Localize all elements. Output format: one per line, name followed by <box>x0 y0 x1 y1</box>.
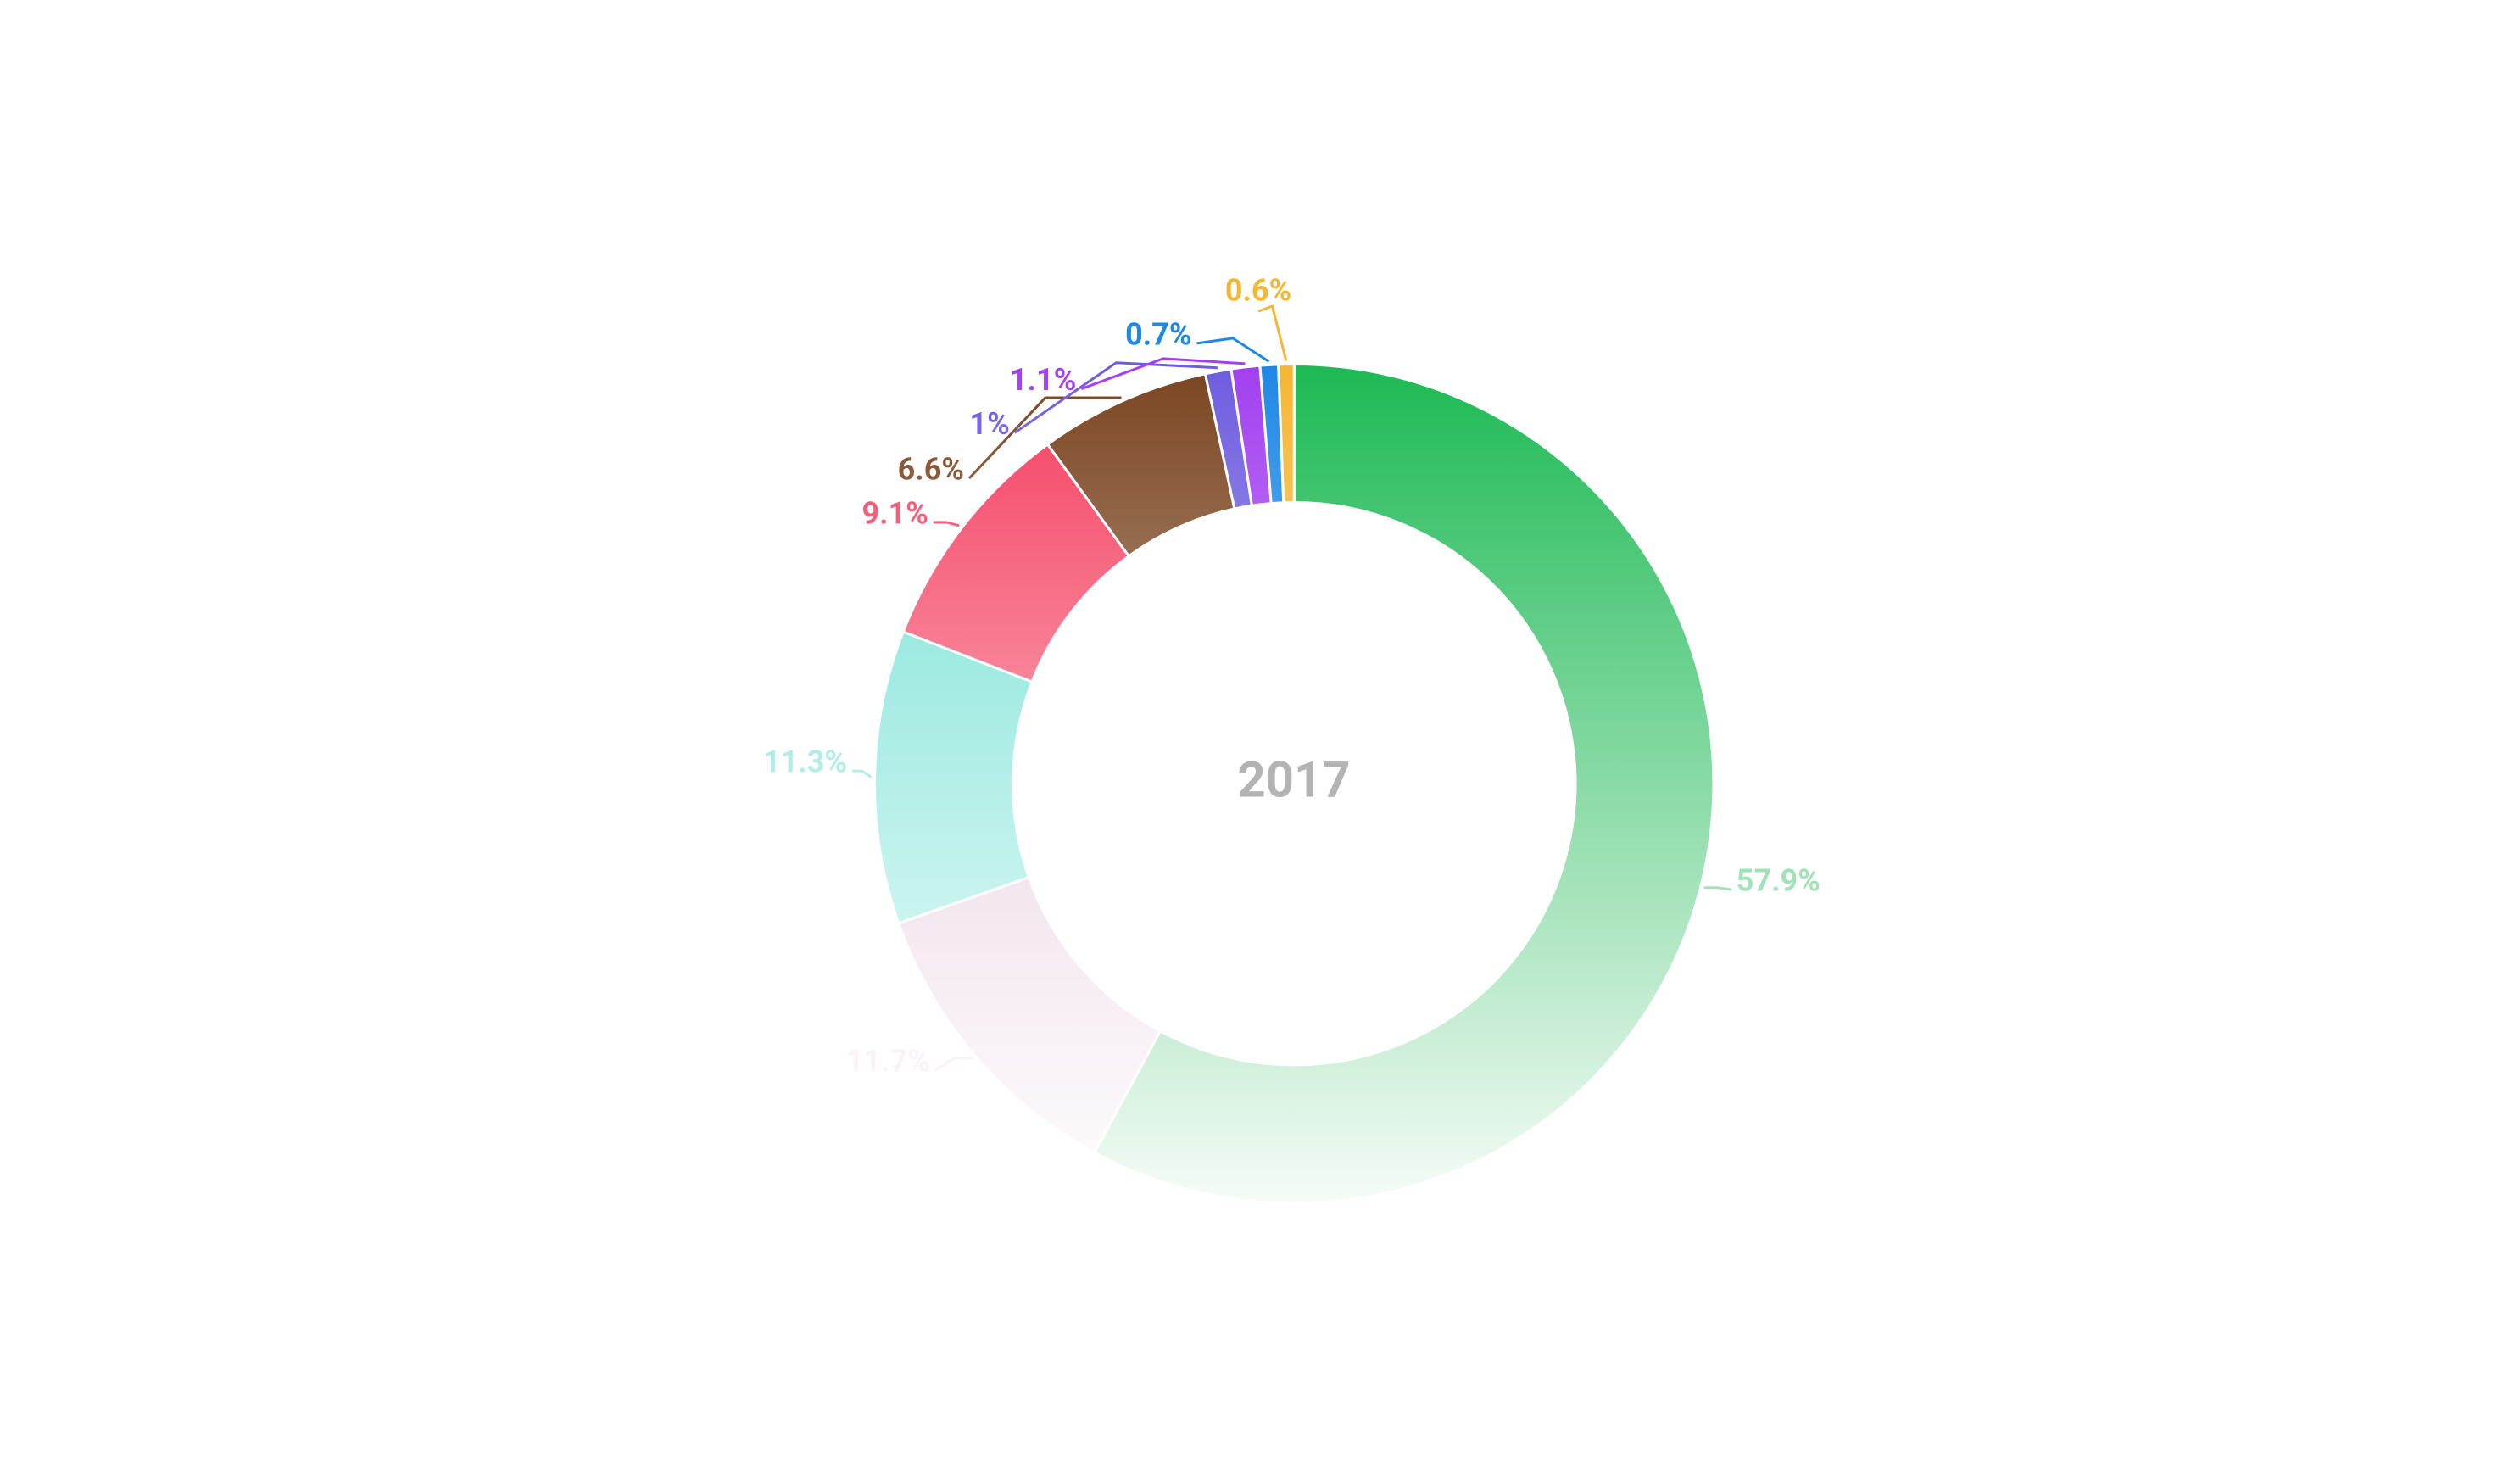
leader-line <box>851 769 873 778</box>
leader-line <box>967 396 1122 480</box>
leader-line <box>1080 357 1246 391</box>
data-label: 9.1% <box>861 495 928 531</box>
donut-slice <box>1092 362 1715 1205</box>
data-label: 1.1% <box>1010 362 1076 398</box>
donut-slice <box>873 630 1034 925</box>
leader-line <box>933 521 960 527</box>
center-label: 2017 <box>1237 751 1350 809</box>
data-label: 11.3% <box>763 745 847 780</box>
leader-line <box>1257 304 1288 361</box>
data-label: 11.7% <box>846 1044 930 1079</box>
leader-line <box>1196 337 1270 363</box>
data-label: 0.6% <box>1225 273 1291 309</box>
leader-line <box>1703 886 1732 891</box>
data-label: 0.7% <box>1125 316 1191 352</box>
donut-slice <box>1277 363 1296 505</box>
leader-line <box>1013 361 1218 434</box>
data-label: 57.9% <box>1737 863 1820 899</box>
data-label: 1% <box>969 406 1009 442</box>
data-label: 6.6% <box>898 452 964 488</box>
leader-line <box>934 1057 973 1072</box>
